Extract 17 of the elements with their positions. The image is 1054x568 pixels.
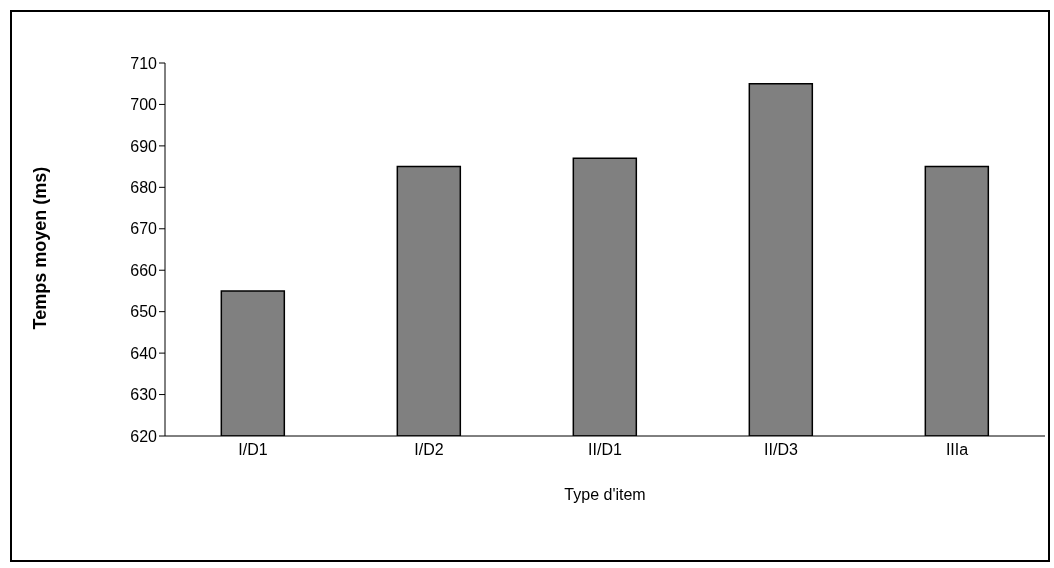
y-tick-label: 650: [130, 303, 158, 321]
x-tick-label: I/D1: [238, 441, 268, 459]
x-axis-title: Type d'item: [564, 486, 646, 503]
y-tick-label: 700: [130, 96, 158, 114]
y-tick-label: 680: [130, 179, 158, 197]
y-tick-label: 710: [130, 54, 158, 72]
x-tick-label: II/D1: [588, 441, 622, 459]
y-axis-title: Temps moyen (ms): [30, 166, 51, 330]
y-tick-label: 620: [130, 427, 158, 445]
x-tick-label: IIIa: [945, 441, 969, 459]
y-tick-label: 640: [130, 344, 158, 362]
x-tick-label: I/D2: [414, 441, 444, 459]
y-tick-label: 660: [130, 261, 158, 279]
x-tick-label: II/D3: [764, 441, 798, 459]
y-tick-label: 690: [130, 137, 158, 155]
y-tick-label: 670: [130, 220, 158, 238]
y-tick-label: 630: [130, 386, 158, 404]
